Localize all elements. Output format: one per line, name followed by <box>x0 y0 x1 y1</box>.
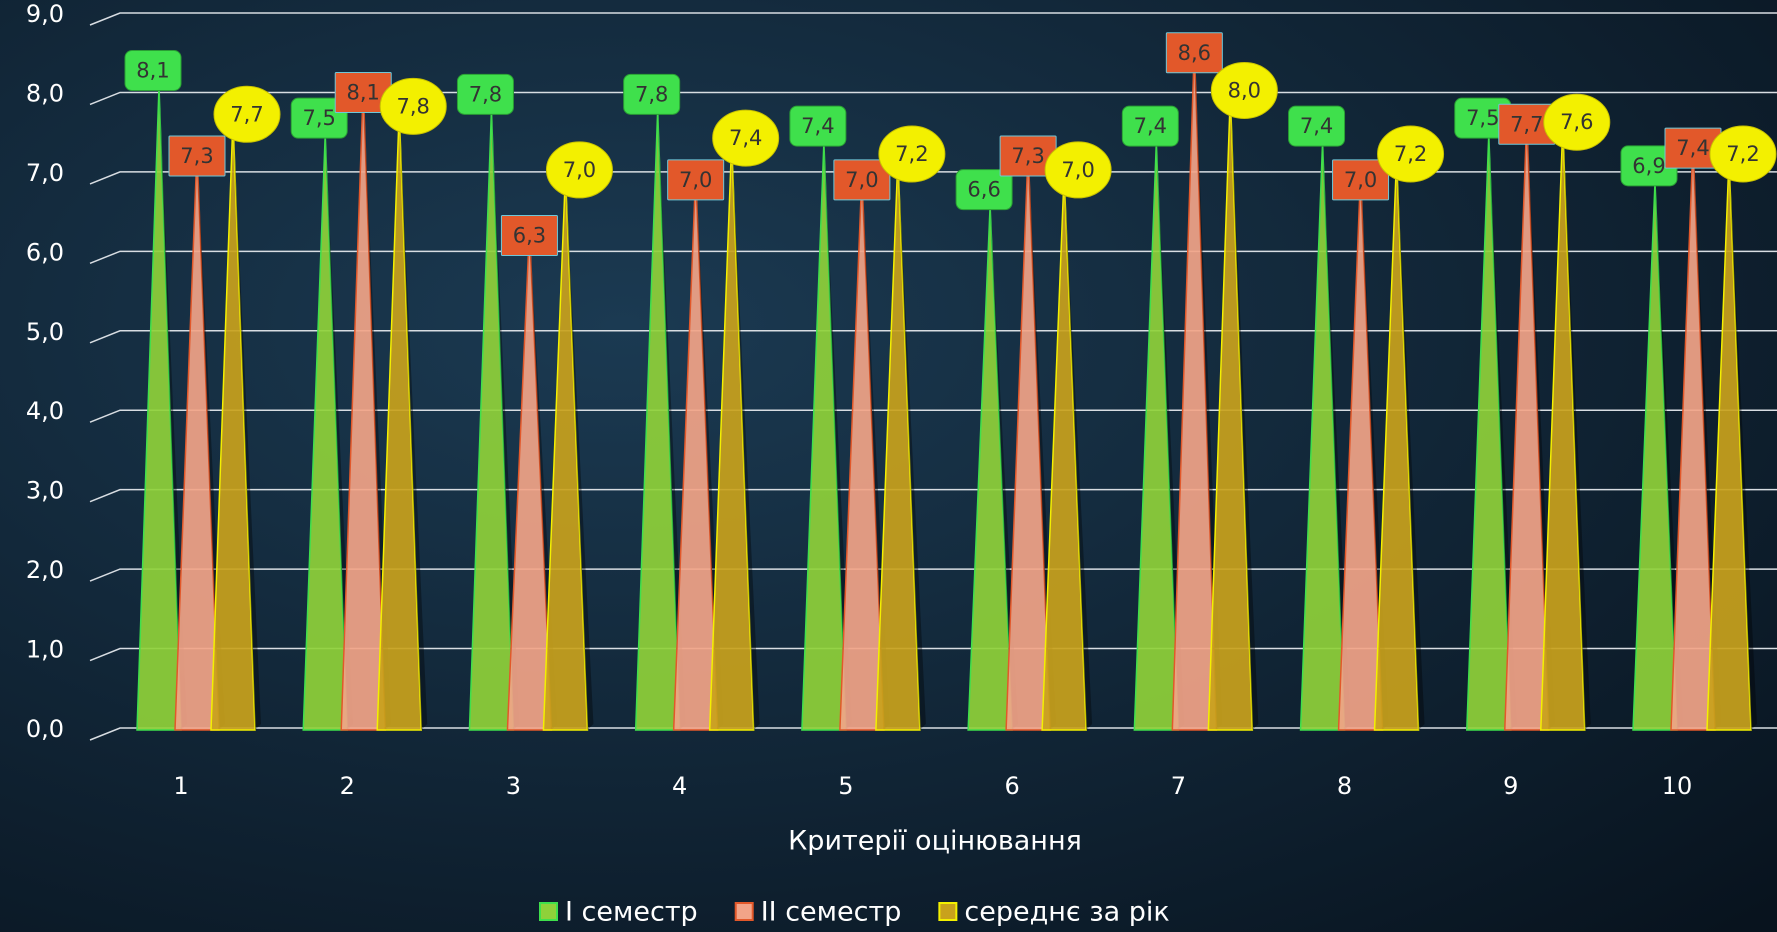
value-label: 7,4 <box>729 126 762 150</box>
y-tick-label: 5,0 <box>26 318 64 346</box>
value-label: 7,4 <box>1300 114 1333 138</box>
x-axis-title: Критерії оцінювання <box>788 826 1082 857</box>
x-tick-label: 7 <box>1171 772 1186 800</box>
y-tick-label: 3,0 <box>26 477 64 505</box>
value-label: 7,8 <box>397 94 430 118</box>
x-tick-label: 1 <box>173 772 188 800</box>
y-tick-label: 6,0 <box>26 238 64 266</box>
x-tick-label: 2 <box>340 772 355 800</box>
value-label: 7,0 <box>1061 158 1094 182</box>
x-tick-label: 4 <box>672 772 687 800</box>
legend-label: І семестр <box>565 897 698 928</box>
y-tick-label: 9,0 <box>26 0 64 28</box>
value-label: 7,8 <box>469 82 502 106</box>
value-label: 7,3 <box>180 144 213 168</box>
value-label: 7,6 <box>1560 110 1593 134</box>
value-label: 7,5 <box>303 106 336 130</box>
value-label: 7,3 <box>1011 144 1044 168</box>
value-label: 7,4 <box>1134 114 1167 138</box>
x-tick-label: 6 <box>1004 772 1019 800</box>
value-label: 7,7 <box>1510 112 1543 136</box>
value-label: 7,0 <box>679 168 712 192</box>
value-label: 7,7 <box>230 102 263 126</box>
value-label: 6,3 <box>513 224 546 248</box>
value-label: 8,1 <box>347 81 380 105</box>
legend-label: ІІ семестр <box>761 897 902 928</box>
value-label: 7,5 <box>1466 106 1499 130</box>
value-label: 6,9 <box>1632 154 1665 178</box>
value-label: 7,4 <box>801 114 834 138</box>
value-label: 7,0 <box>845 168 878 192</box>
y-tick-label: 1,0 <box>26 636 64 664</box>
x-tick-label: 3 <box>506 772 521 800</box>
x-tick-label: 8 <box>1337 772 1352 800</box>
value-label: 6,6 <box>967 178 1000 202</box>
value-label: 8,0 <box>1228 78 1261 102</box>
value-label: 7,2 <box>1394 142 1427 166</box>
value-label: 7,8 <box>635 82 668 106</box>
value-label: 7,2 <box>895 142 928 166</box>
x-tick-label: 5 <box>838 772 853 800</box>
value-label: 7,2 <box>1726 142 1759 166</box>
chart: Критерії оцінювання 0,0 1,0 2,0 3,0 4,0 5,0 6,… <box>0 0 1777 932</box>
value-label: 8,6 <box>1178 41 1211 65</box>
legend-swatch <box>939 903 956 920</box>
y-tick-label: 7,0 <box>26 159 64 187</box>
y-tick-label: 4,0 <box>26 397 64 425</box>
legend-swatch <box>540 903 557 920</box>
value-label: 7,4 <box>1676 136 1709 160</box>
legend-label: середнє за рік <box>964 897 1169 928</box>
value-label: 7,0 <box>1344 168 1377 192</box>
x-tick-label: 10 <box>1662 772 1693 800</box>
y-tick-label: 0,0 <box>26 715 64 743</box>
x-tick-label: 9 <box>1503 772 1518 800</box>
legend-swatch <box>736 903 753 920</box>
value-label: 8,1 <box>136 59 169 83</box>
y-tick-label: 2,0 <box>26 556 64 584</box>
value-label: 7,0 <box>563 158 596 182</box>
y-tick-label: 8,0 <box>26 79 64 107</box>
